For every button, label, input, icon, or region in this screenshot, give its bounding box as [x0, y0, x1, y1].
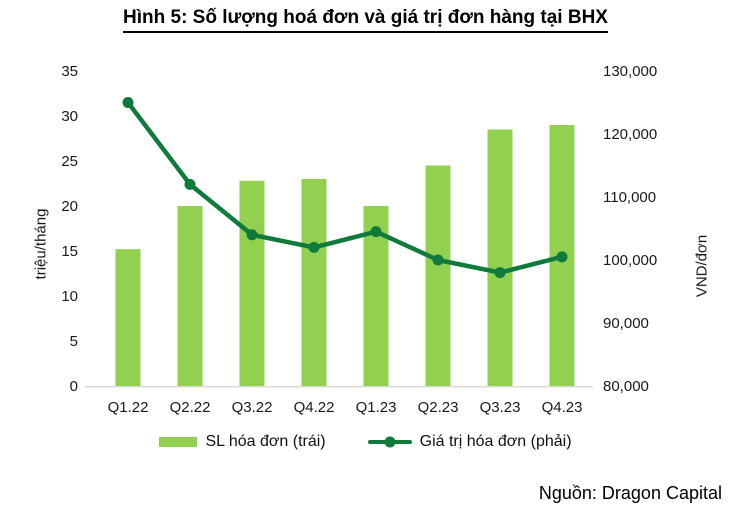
- right-axis-tick-label: 80,000: [603, 378, 649, 395]
- category-label: Q1.23: [356, 399, 397, 416]
- right-axis-tick-label: 110,000: [603, 189, 656, 206]
- left-axis-tick-label: 15: [61, 243, 78, 260]
- category-label: Q2.22: [170, 399, 211, 416]
- category-label: Q4.22: [294, 399, 335, 416]
- line-point-Q2.23: [432, 254, 444, 266]
- bar-Q2.23: [425, 165, 451, 386]
- bar-Q4.22: [301, 179, 327, 386]
- line-point-Q4.22: [308, 241, 320, 253]
- line-point-Q1.23: [370, 226, 382, 238]
- bar-Q3.23: [487, 129, 513, 386]
- chart-plot-area: 0 5 10 15 20 25 30 35 80,000 90,000 100,000 110,000…: [61, 63, 657, 416]
- category-label: Q1.22: [108, 399, 149, 416]
- source-credit: Nguồn: Dragon Capital: [538, 483, 722, 503]
- line-point-Q1.22: [122, 97, 134, 108]
- left-axis-tick-label: 25: [61, 153, 78, 170]
- legend-item-bars: SL hóa đơn (trái): [159, 433, 326, 451]
- chart-title: Hình 5: Số lượng hoá đơn và giá trị đơn …: [0, 7, 731, 33]
- legend-bar-label: SL hóa đơn (trái): [205, 433, 326, 450]
- right-axis-tick-label: 120,000: [603, 126, 657, 143]
- legend-line-label: Giá trị hóa đơn (phải): [419, 433, 572, 450]
- legend: SL hóa đơn (trái) Giá trị hóa đơn (phải): [0, 433, 731, 451]
- right-axis-title: VND/đơn: [693, 234, 711, 298]
- line-series-swatch: [367, 436, 412, 448]
- right-axis-tick-label: 90,000: [603, 315, 649, 332]
- left-axis-tick-label: 10: [61, 288, 78, 305]
- category-label: Q4.23: [542, 399, 583, 416]
- bar-series-swatch: [159, 437, 198, 447]
- bar-Q2.22: [177, 206, 203, 386]
- bar-Q3.22: [239, 180, 265, 386]
- right-axis-tick-label: 130,000: [603, 63, 657, 80]
- bar-Q1.22: [115, 249, 141, 386]
- category-label: Q2.23: [418, 399, 459, 416]
- chart-title-text: Hình 5: Số lượng hoá đơn và giá trị đơn …: [123, 7, 608, 33]
- right-axis-tick-label: 100,000: [603, 252, 657, 269]
- legend-item-line: Giá trị hóa đơn (phải): [367, 433, 572, 451]
- category-label: Q3.23: [480, 399, 521, 416]
- left-axis-title: triệu/tháng: [32, 208, 50, 280]
- line-point-Q2.22: [184, 178, 196, 190]
- line-swatch-dot: [384, 436, 396, 448]
- left-axis-tick-label: 0: [70, 378, 78, 395]
- left-axis-tick-label: 20: [61, 198, 78, 215]
- left-axis-tick-label: 5: [70, 333, 78, 350]
- left-axis-tick-label: 30: [61, 108, 78, 125]
- category-label: Q3.22: [232, 399, 273, 416]
- line-series-path: [125, 100, 565, 275]
- line-point-Q4.23: [556, 251, 568, 263]
- line-point-Q3.22: [246, 229, 258, 241]
- line-point-Q3.23: [494, 267, 506, 279]
- left-axis-tick-label: 35: [61, 63, 78, 80]
